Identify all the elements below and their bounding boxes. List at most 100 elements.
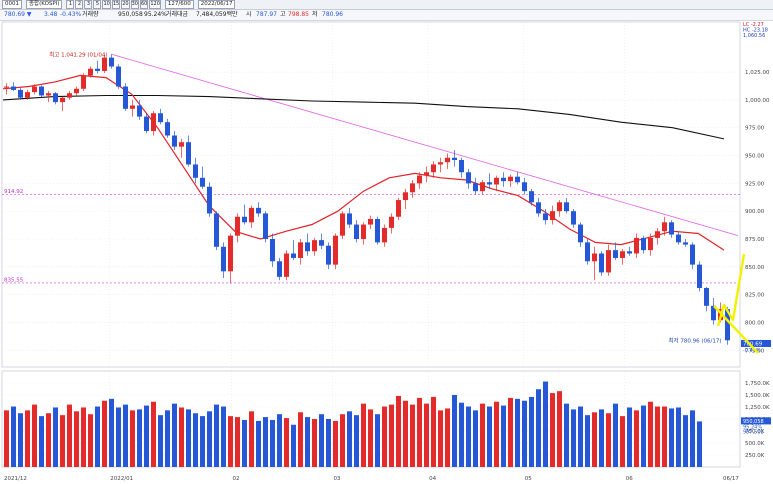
price-tick-label: 875.00	[745, 237, 765, 243]
candle-body	[661, 222, 668, 232]
volume-bar	[374, 414, 381, 467]
candle-body	[185, 142, 192, 165]
period-button[interactable]: 3	[84, 0, 93, 9]
candle-body	[514, 176, 521, 183]
volume-bar	[290, 424, 297, 467]
volume-bar	[619, 416, 626, 467]
candle-body	[402, 192, 409, 201]
level-label: 835.55	[4, 277, 24, 283]
volume-bar	[87, 414, 94, 467]
current-price: 780.69 ▼	[4, 11, 32, 18]
volume-bar	[549, 393, 556, 467]
volume-pct: 95.24%	[144, 11, 167, 18]
candle-body	[73, 88, 80, 94]
volume-bar	[150, 401, 157, 467]
candle-body	[689, 244, 696, 265]
price-tick-label: 950.00	[745, 154, 765, 160]
period-button[interactable]: 20	[121, 0, 130, 9]
volume-bar	[325, 419, 332, 467]
candle-body	[626, 251, 633, 254]
candle-body	[311, 240, 318, 252]
candle-body	[423, 172, 430, 176]
stock-chart[interactable]: 1,025.00 1,000.00 975.00 950.00 925.00 900.00…	[0, 20, 773, 484]
candle-body	[409, 183, 416, 193]
volume-bar	[472, 410, 479, 467]
candle-body	[647, 237, 654, 251]
candle-body	[206, 186, 213, 214]
volume-bar	[493, 401, 500, 467]
period-button[interactable]: 60	[139, 0, 149, 9]
time-tick-label: 06	[626, 476, 633, 482]
candle-body	[276, 261, 283, 277]
volume-bar	[360, 403, 367, 467]
volume-bar	[94, 406, 101, 467]
code-input[interactable]: 0001	[2, 0, 22, 9]
volume-bar	[269, 419, 276, 467]
volume-bar	[199, 416, 206, 467]
period-button[interactable]: 120	[149, 0, 161, 9]
open-value: 787.97	[256, 11, 277, 18]
candle-body	[24, 92, 31, 98]
candle-body	[220, 246, 227, 272]
volume-bar	[451, 395, 458, 467]
market-select[interactable]: 종합(KOSPI)	[26, 0, 63, 9]
period-button[interactable]: 1	[66, 0, 75, 9]
volume-bar	[234, 417, 241, 467]
candle-body	[192, 164, 199, 178]
high-label: 고	[280, 11, 286, 18]
volume-bar	[276, 414, 283, 467]
candle-body	[31, 86, 38, 93]
volume-bar	[528, 396, 535, 467]
level-label: 914.92	[4, 189, 23, 195]
overlay-zigzag-up	[716, 253, 746, 327]
period-button[interactable]: 10	[102, 0, 111, 9]
volume-bar	[101, 400, 108, 467]
volume-bar	[577, 406, 584, 467]
candle-body	[143, 116, 150, 132]
volume-bar	[66, 404, 73, 467]
volume-bar	[346, 411, 353, 467]
period-button[interactable]: 5	[93, 0, 102, 9]
period-button[interactable]: 2	[75, 0, 84, 9]
volume-bar	[381, 406, 388, 467]
volume-bar	[122, 404, 129, 467]
candle-body	[122, 86, 129, 109]
volume-bar	[626, 407, 633, 467]
volume-bar	[500, 405, 507, 467]
last-price-tag	[741, 339, 771, 347]
candle-body	[493, 177, 500, 185]
candle-body	[374, 218, 381, 243]
volume-bar	[339, 414, 346, 467]
candle-body	[598, 253, 605, 273]
date-input[interactable]: 2022/06/17	[197, 0, 236, 9]
candle-body	[136, 105, 143, 117]
volume-bar	[654, 406, 661, 467]
candle-body	[528, 191, 535, 203]
candle-body	[213, 213, 220, 247]
candle-body	[451, 157, 458, 160]
period-button[interactable]: 15	[111, 0, 121, 9]
volume-bar	[367, 409, 374, 467]
volume-bar	[171, 403, 178, 467]
candle-body	[549, 211, 556, 221]
candle-body	[164, 122, 171, 136]
volume-bar	[192, 413, 199, 467]
volume-bar	[52, 407, 59, 467]
volume-tick-label: 750.0K	[745, 429, 765, 435]
volume-bar	[143, 405, 150, 467]
volume-bar	[675, 407, 682, 467]
period-button[interactable]: 30	[130, 0, 139, 9]
candle-body	[472, 183, 479, 192]
period-buttons: 1 2 3 5 10 15 20 30 60 120	[66, 0, 161, 9]
volume-tick-label: 1,250.0K	[745, 405, 770, 411]
price-tick-label: 975.00	[745, 126, 765, 132]
volume-bar	[136, 409, 143, 467]
corner-label: 1,060.56	[743, 33, 765, 39]
candle-body	[255, 207, 262, 214]
candle-body	[437, 162, 444, 165]
volume-bar	[297, 412, 304, 467]
volume-bar	[227, 416, 234, 467]
price-change-pct: -0.43%	[60, 11, 82, 18]
time-tick-label: 02	[232, 476, 239, 482]
volume-bar	[248, 411, 255, 467]
